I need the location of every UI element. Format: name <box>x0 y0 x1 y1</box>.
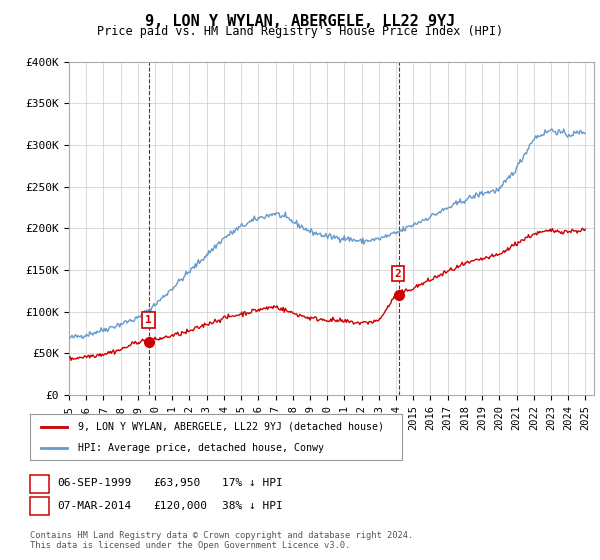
Text: 2: 2 <box>395 268 401 278</box>
Text: 2: 2 <box>36 501 43 511</box>
Text: 17% ↓ HPI: 17% ↓ HPI <box>222 478 283 488</box>
Text: HPI: Average price, detached house, Conwy: HPI: Average price, detached house, Conw… <box>79 443 325 453</box>
Text: Price paid vs. HM Land Registry's House Price Index (HPI): Price paid vs. HM Land Registry's House … <box>97 25 503 38</box>
Text: £120,000: £120,000 <box>153 501 207 511</box>
Text: 06-SEP-1999: 06-SEP-1999 <box>57 478 131 488</box>
Text: 38% ↓ HPI: 38% ↓ HPI <box>222 501 283 511</box>
Text: 9, LON Y WYLAN, ABERGELE, LL22 9YJ (detached house): 9, LON Y WYLAN, ABERGELE, LL22 9YJ (deta… <box>79 422 385 432</box>
Text: 9, LON Y WYLAN, ABERGELE, LL22 9YJ: 9, LON Y WYLAN, ABERGELE, LL22 9YJ <box>145 14 455 29</box>
Text: £63,950: £63,950 <box>153 478 200 488</box>
Text: 1: 1 <box>36 478 43 488</box>
Text: Contains HM Land Registry data © Crown copyright and database right 2024.
This d: Contains HM Land Registry data © Crown c… <box>30 530 413 550</box>
Text: 1: 1 <box>145 315 152 325</box>
Text: 07-MAR-2014: 07-MAR-2014 <box>57 501 131 511</box>
